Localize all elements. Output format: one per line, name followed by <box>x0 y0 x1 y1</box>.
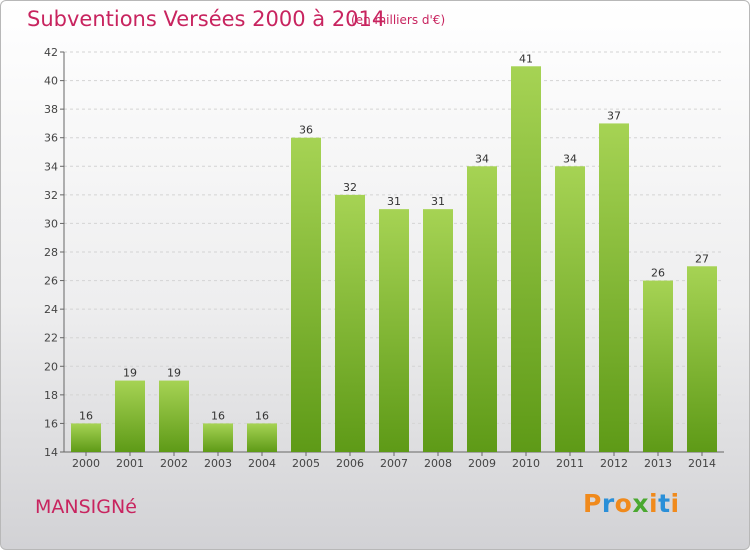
proxiti-logo[interactable]: Proxiti <box>583 489 680 518</box>
bar-2011 <box>555 166 585 453</box>
logo-letter: P <box>583 489 602 518</box>
bar-2007 <box>379 209 409 452</box>
x-tick-label-2001: 2001 <box>116 457 144 470</box>
x-tick-label-2000: 2000 <box>72 457 100 470</box>
y-tick-label: 28 <box>44 246 58 259</box>
logo-letter: r <box>601 489 615 518</box>
value-label-2011: 34 <box>563 152 577 165</box>
y-tick-label: 20 <box>44 360 58 373</box>
y-tick-label: 38 <box>44 103 58 116</box>
value-label-2008: 31 <box>431 195 445 208</box>
value-label-2000: 16 <box>79 409 93 422</box>
place-name: MANSIGNé <box>35 496 137 518</box>
x-tick-label-2006: 2006 <box>336 457 364 470</box>
bar-2000 <box>71 423 101 452</box>
bar-2014 <box>687 266 717 452</box>
y-tick-label: 30 <box>44 217 58 230</box>
y-tick-label: 42 <box>44 46 58 59</box>
y-tick-label: 14 <box>44 446 58 459</box>
x-tick-label-2002: 2002 <box>160 457 188 470</box>
bar-2010 <box>511 66 541 453</box>
y-tick-label: 40 <box>44 75 58 88</box>
bar-2012 <box>599 123 629 452</box>
bar-2013 <box>643 280 673 452</box>
bar-2002 <box>159 380 189 452</box>
bar-2003 <box>203 423 233 452</box>
y-tick-label: 18 <box>44 389 58 402</box>
logo-letter: x <box>632 489 649 518</box>
value-label-2004: 16 <box>255 409 269 422</box>
bar-2001 <box>115 380 145 452</box>
x-tick-label-2004: 2004 <box>248 457 276 470</box>
y-tick-label: 32 <box>44 189 58 202</box>
value-label-2010: 41 <box>519 52 533 65</box>
x-tick-label-2003: 2003 <box>204 457 232 470</box>
y-tick-label: 34 <box>44 160 58 173</box>
y-tick-label: 36 <box>44 132 58 145</box>
x-tick-label-2007: 2007 <box>380 457 408 470</box>
bar-2006 <box>335 194 365 452</box>
bar-2008 <box>423 209 453 452</box>
y-tick-label: 24 <box>44 303 58 316</box>
chart-title: Subventions Versées 2000 à 2014 <box>27 7 386 31</box>
value-label-2007: 31 <box>387 195 401 208</box>
value-label-2002: 19 <box>167 367 181 380</box>
labels: 14 16 18 20 22 24 26 28 30 32 34 36 38 40 42 16 2000 19 20… <box>44 46 716 470</box>
y-tick-label: 26 <box>44 275 58 288</box>
logo-letter: i <box>649 489 659 518</box>
value-label-2005: 36 <box>299 124 313 137</box>
x-tick-label-2010: 2010 <box>512 457 540 470</box>
value-label-2001: 19 <box>123 367 137 380</box>
x-tick-label-2014: 2014 <box>688 457 716 470</box>
y-tick-label: 16 <box>44 417 58 430</box>
logo-letter: t <box>658 489 671 518</box>
value-label-2003: 16 <box>211 409 225 422</box>
logo-letter: i <box>670 489 680 518</box>
x-tick-label-2013: 2013 <box>644 457 672 470</box>
x-tick-label-2009: 2009 <box>468 457 496 470</box>
value-label-2006: 32 <box>343 181 357 194</box>
x-tick-label-2011: 2011 <box>556 457 584 470</box>
value-label-2014: 27 <box>695 252 709 265</box>
bars <box>71 66 717 453</box>
bar-2009 <box>467 166 497 453</box>
value-label-2013: 26 <box>651 267 665 280</box>
chart-unit-note: (en milliers d'€) <box>351 13 446 27</box>
x-tick-label-2005: 2005 <box>292 457 320 470</box>
x-tick-label-2008: 2008 <box>424 457 452 470</box>
value-label-2009: 34 <box>475 152 489 165</box>
value-label-2012: 37 <box>607 109 621 122</box>
bar-2004 <box>247 423 277 452</box>
bar-2005 <box>291 137 321 452</box>
y-tick-label: 22 <box>44 332 58 345</box>
logo-letter: o <box>614 489 633 518</box>
x-tick-label-2012: 2012 <box>600 457 628 470</box>
